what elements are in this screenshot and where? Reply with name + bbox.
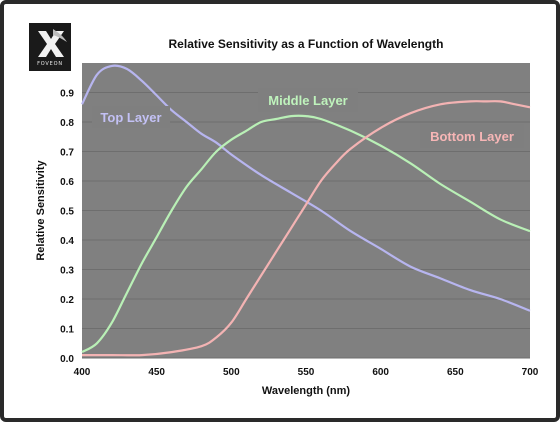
series-layer [81,64,531,357]
x-tick-labels: 400 450 500 550 600 650 700 [74,367,539,378]
y-tick-label: 0.3 [60,266,74,277]
x-tick-label: 700 [522,367,539,378]
y-axis-label: Relative Sensitivity [35,159,47,260]
x-tick-label: 650 [447,367,464,378]
middle-layer-label: Middle Layer [268,93,347,108]
foveon-x-mark-icon [38,29,67,57]
series-labels: Top Layer Middle Layer Bottom Layer [92,88,524,148]
x-tick-label: 500 [223,367,240,378]
middle-layer-label-box [258,88,358,112]
y-tick-label: 0.4 [60,236,74,247]
x-tick-label: 450 [148,367,165,378]
y-tick-label: 0.9 [60,89,74,100]
y-tick-labels: 0.0 0.1 0.2 0.3 0.4 0.5 0.6 0.7 0.8 0.9 [60,89,74,366]
chart-title: Relative Sensitivity as a Function of Wa… [168,37,444,51]
y-tick-label: 0.5 [60,207,74,218]
y-tick-label: 0.7 [60,148,74,159]
y-tick-label: 0.2 [60,295,74,306]
y-tick-label: 0.1 [60,325,74,336]
top-layer-label: Top Layer [100,110,161,125]
x-tick-label: 600 [372,367,389,378]
bottom-layer-label: Bottom Layer [430,129,514,144]
x-tick-label: 400 [74,367,91,378]
top-layer-curve [81,64,531,312]
bottom-layer-curve [81,100,531,357]
logo-text: FOVEON [37,61,63,67]
middle-layer-curve [81,114,531,354]
bottom-layer-label-box [420,124,524,148]
top-layer-label-box [92,106,170,128]
y-tick-label: 0.6 [60,177,74,188]
x-axis-label: Wavelength (nm) [262,385,351,397]
y-tick-label: 0.0 [60,354,74,365]
x-tick-label: 550 [298,367,315,378]
foveon-logo: FOVEON [29,23,71,71]
y-tick-label: 0.8 [60,118,74,129]
